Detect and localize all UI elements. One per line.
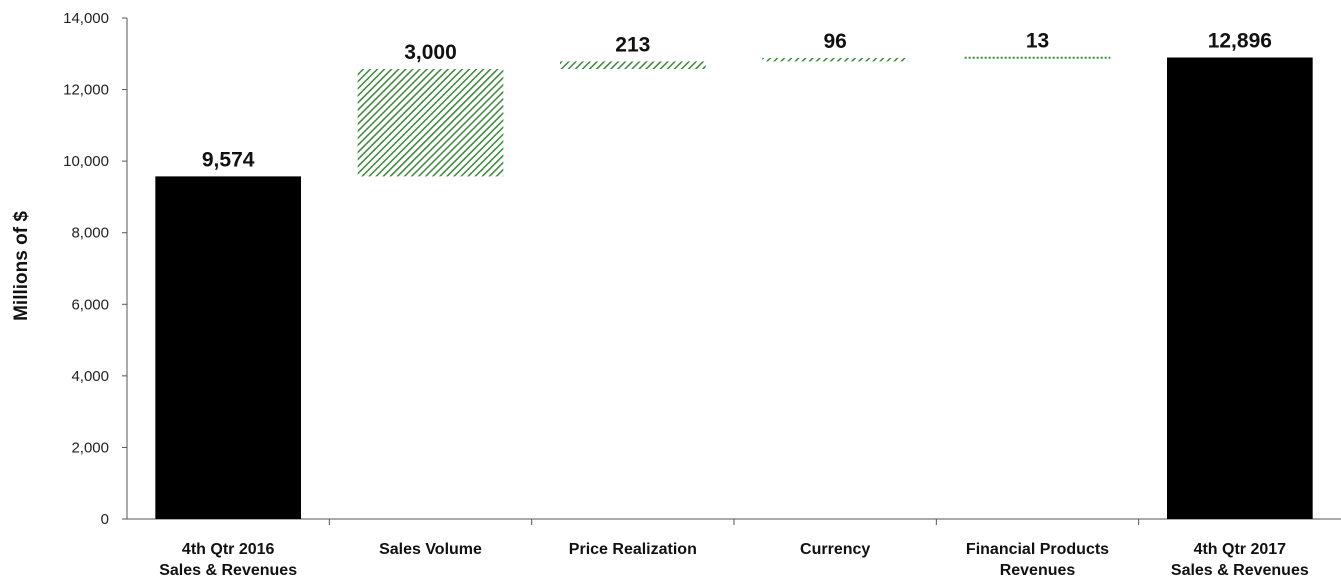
bar-value-label: 9,574	[202, 148, 255, 171]
x-category-label: Sales Volume	[379, 541, 482, 558]
bar-value-label: 213	[615, 33, 650, 56]
axes: 0 2,000 4,000 6,000 8,000 10,000 12,000 14,000 4…	[63, 10, 1341, 579]
y-tick-label: 0	[101, 511, 109, 528]
bar-value-label: 96	[823, 30, 846, 53]
bar-increase	[357, 69, 504, 177]
x-category-label: Currency	[800, 541, 870, 558]
y-tick-label: 6,000	[71, 296, 109, 313]
y-tick-label: 8,000	[71, 225, 109, 242]
bar-value-label: 3,000	[404, 41, 457, 64]
y-tick-label: 2,000	[71, 439, 109, 456]
bar-increase	[559, 61, 706, 70]
bar-increase	[762, 57, 909, 62]
x-category-label: Price Realization	[569, 541, 697, 558]
bar-value-label: 12,896	[1208, 30, 1272, 53]
bars	[155, 56, 1313, 520]
x-category-label: Revenues	[1000, 562, 1076, 579]
y-tick-label: 14,000	[63, 10, 109, 27]
x-category-label: Sales & Revenues	[1171, 562, 1309, 579]
x-category-label: Financial Products	[966, 541, 1109, 558]
x-category-label: Sales & Revenues	[159, 562, 297, 579]
y-axis-label: Millions of $	[11, 211, 32, 321]
bar-total	[155, 176, 302, 519]
x-category-label: 4th Qtr 2017	[1194, 541, 1287, 558]
x-category-label: 4th Qtr 2016	[182, 541, 275, 558]
bar-value-label: 13	[1026, 30, 1049, 53]
y-tick-label: 10,000	[63, 153, 109, 170]
y-tick-label: 4,000	[71, 368, 109, 385]
y-tick-label: 12,000	[63, 82, 109, 99]
bar-total	[1166, 57, 1313, 520]
data-labels: 9,574 3,000 213 96 13 12,896	[202, 30, 1272, 172]
